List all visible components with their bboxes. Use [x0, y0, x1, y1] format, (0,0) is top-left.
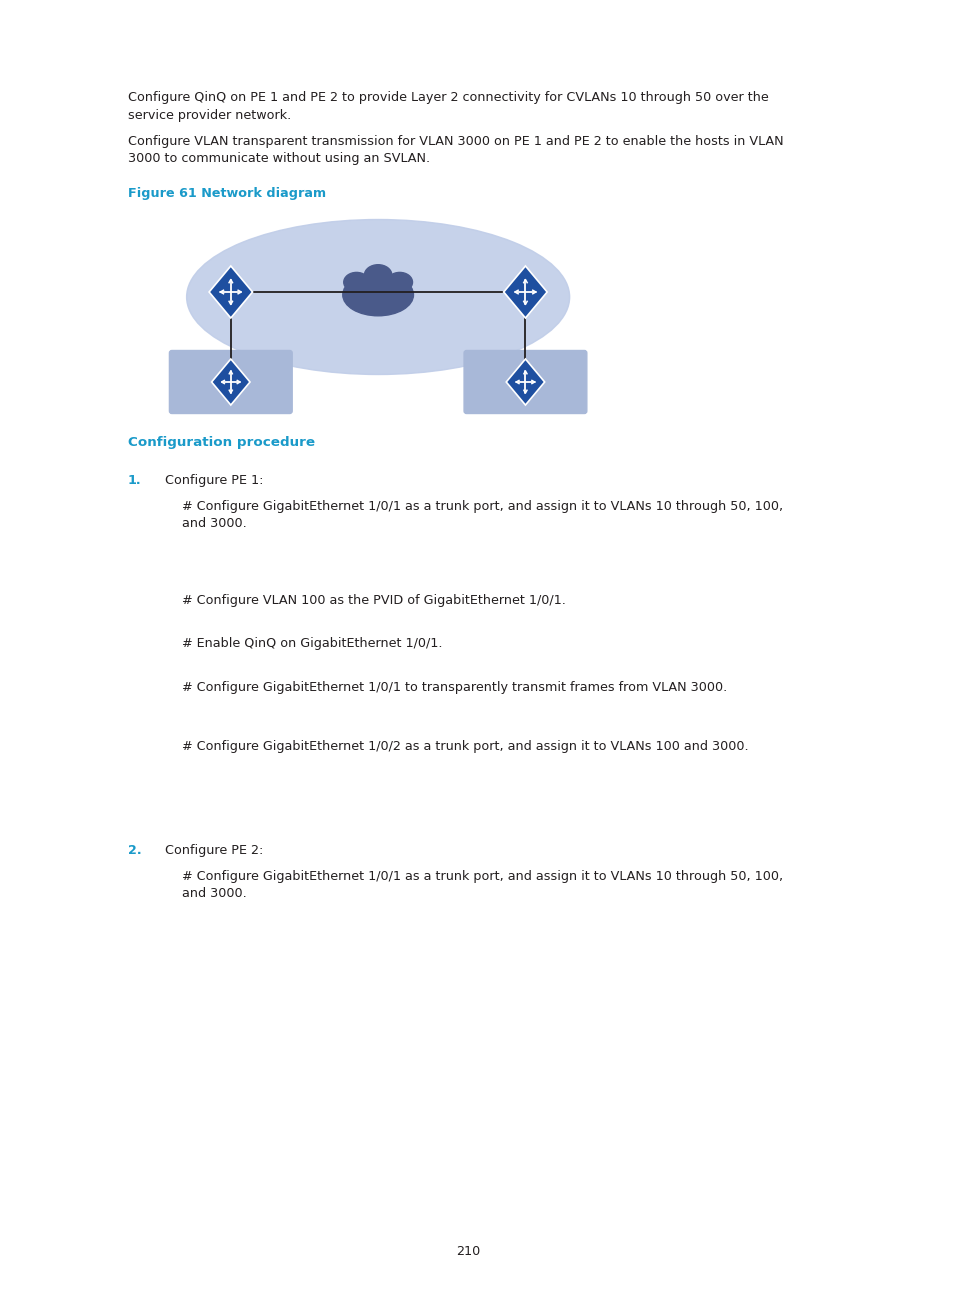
Text: Configure PE 1:: Configure PE 1: [165, 474, 263, 487]
Polygon shape [212, 359, 250, 404]
Text: # Configure GigabitEthernet 1/0/1 to transparently transmit frames from VLAN 300: # Configure GigabitEthernet 1/0/1 to tra… [181, 680, 726, 693]
Ellipse shape [187, 219, 569, 375]
Text: Configuration procedure: Configuration procedure [128, 435, 314, 448]
Ellipse shape [387, 272, 412, 292]
Text: 210: 210 [456, 1245, 480, 1258]
Text: # Configure GigabitEthernet 1/0/1 as a trunk port, and assign it to VLANs 10 thr: # Configure GigabitEthernet 1/0/1 as a t… [181, 870, 782, 901]
FancyBboxPatch shape [463, 350, 586, 413]
Polygon shape [209, 266, 253, 318]
Text: Configure VLAN transparent transmission for VLAN 3000 on PE 1 and PE 2 to enable: Configure VLAN transparent transmission … [128, 135, 782, 166]
Text: 1.: 1. [128, 474, 141, 487]
Text: # Enable QinQ on GigabitEthernet 1/0/1.: # Enable QinQ on GigabitEthernet 1/0/1. [181, 638, 442, 651]
Text: Configure QinQ on PE 1 and PE 2 to provide Layer 2 connectivity for CVLANs 10 th: Configure QinQ on PE 1 and PE 2 to provi… [128, 91, 767, 122]
Ellipse shape [343, 272, 369, 292]
Ellipse shape [342, 273, 413, 316]
Text: Configure PE 2:: Configure PE 2: [165, 844, 263, 857]
Polygon shape [503, 266, 547, 318]
Polygon shape [506, 359, 544, 404]
FancyBboxPatch shape [170, 350, 292, 413]
Text: # Configure VLAN 100 as the PVID of GigabitEthernet 1/0/1.: # Configure VLAN 100 as the PVID of Giga… [181, 594, 565, 607]
Text: Figure 61 Network diagram: Figure 61 Network diagram [128, 187, 326, 200]
Text: # Configure GigabitEthernet 1/0/2 as a trunk port, and assign it to VLANs 100 an: # Configure GigabitEthernet 1/0/2 as a t… [181, 740, 747, 753]
Text: # Configure GigabitEthernet 1/0/1 as a trunk port, and assign it to VLANs 10 thr: # Configure GigabitEthernet 1/0/1 as a t… [181, 500, 782, 530]
Text: 2.: 2. [128, 844, 141, 857]
Ellipse shape [364, 264, 392, 285]
